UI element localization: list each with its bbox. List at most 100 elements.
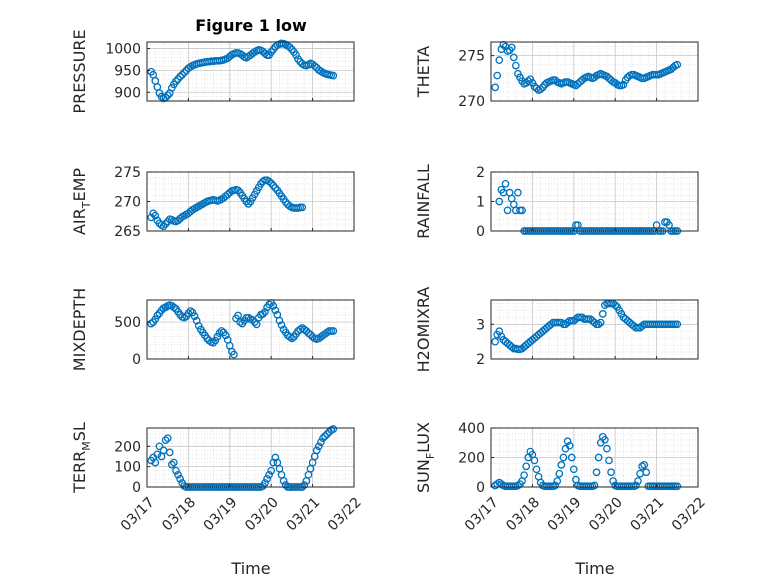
data-point [172,466,180,475]
data-point [638,462,646,471]
axes-background [491,42,698,101]
data-point [281,198,290,206]
data-point [491,337,499,346]
data-point [559,453,568,462]
data-point [536,85,545,94]
y-axis-label: H2OMIXRA [414,287,433,373]
data-point [594,453,603,462]
data-point [153,450,162,459]
y-tick-label: 900 [114,85,141,101]
data-point [673,60,682,69]
mixdepth-plot: 0 500 MIXDEPTH [70,288,355,371]
data-point [493,71,502,80]
data-point [495,56,504,65]
data-point [252,320,261,329]
data-point [176,475,184,483]
data-point [495,197,504,206]
y-tick-label: 950 [114,63,141,79]
axes-box [146,299,355,360]
data-point [557,461,566,469]
data-point [565,441,574,450]
y-axis-label: RAINFALL [414,164,433,239]
data-point [600,435,609,444]
data-point [277,321,286,329]
data-point [518,206,526,215]
axes-box [146,427,355,488]
data-point [285,333,294,341]
data-point [151,315,160,324]
data-point [261,479,269,487]
data-point [269,181,278,190]
data-point [213,333,222,341]
data-point [592,468,601,477]
data-point [153,311,162,320]
data-point [607,468,615,477]
data-point [151,458,160,467]
data-point [507,342,516,351]
axes-box [490,299,699,360]
data-point [190,312,199,321]
data-point [180,313,189,322]
data-point [605,456,613,465]
y-tick-label: 0 [132,352,141,368]
y-tick-label: 0 [132,480,141,496]
data-point [161,436,170,445]
data-point [259,310,267,318]
data-point [642,468,651,477]
data-point [225,188,234,197]
y-tick-label: 200 [458,451,485,467]
data-point [596,318,605,327]
data-point [609,477,617,485]
data-point [329,425,338,433]
data-markers [491,299,682,354]
y-tick-label: 400 [458,421,485,437]
data-point [242,197,251,206]
data-point [236,318,244,326]
data-point [265,470,273,479]
data-point [292,51,300,59]
data-point [188,308,197,317]
axes-box [146,41,355,102]
data-point [598,310,607,318]
data-point [149,209,158,218]
theta-plot: 270 275 THETA [414,40,699,110]
data-point [167,460,176,469]
h2omixra-plot: 2 3 H2OMIXRA [414,287,699,373]
data-point [271,306,280,315]
y-tick-label: 500 [114,315,141,331]
y-axis-label: MIXDEPTH [70,288,89,371]
data-point [329,327,338,335]
data-point [261,307,269,316]
data-point [329,71,338,80]
data-point [530,456,539,465]
data-point [234,186,242,195]
y-tick-label: 0 [476,480,485,496]
y-axis-label: AIRTEMP [70,168,93,235]
data-point [503,206,512,215]
data-point [161,220,170,228]
y-tick-label: 1 [476,195,485,211]
y-tick-label: 2 [476,165,485,181]
data-point [524,77,533,85]
y-tick-label: 200 [114,439,141,455]
data-point [323,430,331,438]
y-tick-label: 270 [458,94,485,110]
data-point [209,338,218,347]
data-point [186,307,195,315]
data-point [285,43,294,52]
data-point [603,444,611,453]
data-point [194,321,203,330]
data-markers [491,432,682,491]
x-axis-label-right: Time [574,559,614,578]
data-point [172,77,180,86]
data-point [514,481,522,490]
data-point [155,442,164,451]
axes-box [490,41,699,102]
data-point [288,334,296,343]
data-point [314,442,323,451]
y-tick-label: 265 [114,224,141,240]
axes-background [147,300,354,359]
rainfall-plot: 0 1 2 RAINFALL [414,164,699,240]
